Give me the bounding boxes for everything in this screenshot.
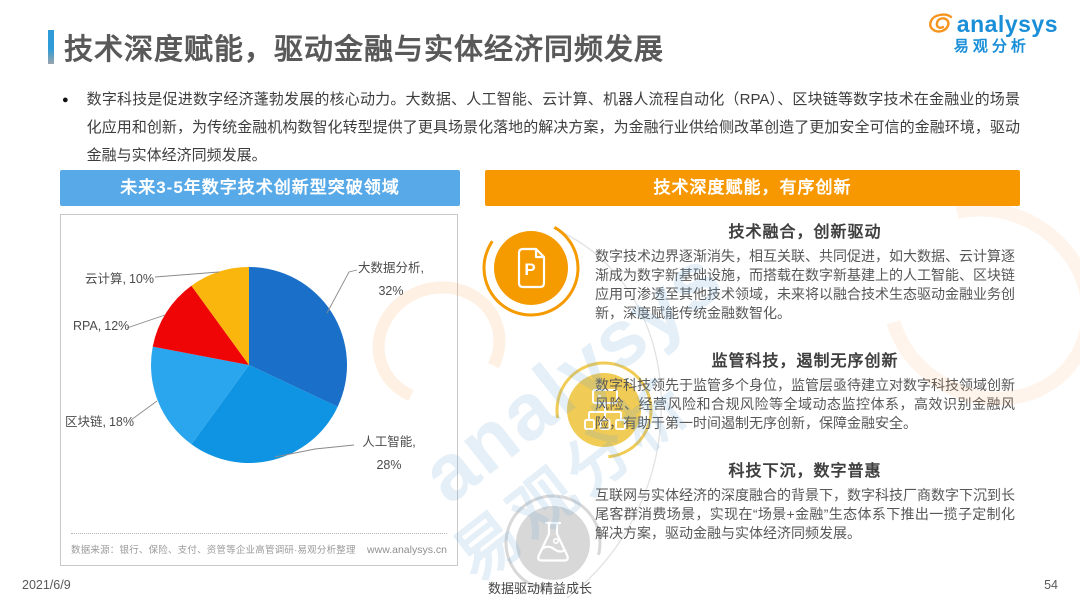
section-body: 数字科技领先于监管多个身位，监管层亟待建立对数字科技领域创新风险、经营风险和合规…: [595, 377, 1015, 431]
data-source: 数据来源：银行、保险、支付、资管等企业高管调研·易观分析整理: [71, 545, 356, 556]
pie-label-value: 12%: [104, 319, 130, 333]
pie-label-name: 大数据分析,: [358, 261, 424, 275]
document-p-icon: P: [482, 219, 580, 317]
logo-brand-cn: 易观分析: [953, 38, 1030, 55]
pie-label-name: RPA,: [73, 319, 102, 333]
pie-chart: [126, 267, 358, 463]
footer-date: 2021/6/9: [22, 578, 71, 592]
pie-label-value: 32%: [378, 284, 404, 298]
section-body: 互联网与实体经济的深度融合的背景下，数字科技厂商数字下沉到长尾客群消费场景，实现…: [595, 487, 1015, 541]
pie-label-name: 区块链,: [65, 415, 106, 429]
bullet-icon: ●: [62, 94, 69, 106]
pie-slice-云计算: [191, 267, 249, 365]
pie-slice-RPA: [152, 285, 249, 365]
pie-chart-card: 大数据分析, 32% 人工智能, 28% 区块链, 18% RPA, 12% 云计算, 1…: [60, 214, 458, 566]
svg-text:P: P: [524, 260, 535, 279]
pie-slice-大数据分析: [249, 267, 347, 407]
pie-label-value: 28%: [376, 458, 402, 472]
intro-paragraph: ● 数字科技是促进数字经济蓬勃发展的核心动力。大数据、人工智能、云计算、机器人流…: [62, 86, 1020, 170]
right-panel: 技术深度赋能，有序创新 P: [482, 170, 1020, 599]
flask-icon: [504, 494, 602, 592]
section-tech-inclusion: 科技下沉，数字普惠 互联网与实体经济的深度融合的背景下，数字科技厂商数字下沉到长…: [595, 457, 1015, 543]
chart-source-row: 数据来源：银行、保险、支付、资管等企业高管调研·易观分析整理 www.analy…: [71, 533, 447, 556]
pie-label-ai: 人工智能, 28%: [353, 431, 425, 477]
sitemap-icon: [555, 361, 653, 459]
pie-label-cloud: 云计算, 10%: [85, 268, 154, 287]
connector-arc: [552, 227, 663, 599]
pie-leader-lines: [126, 269, 358, 458]
intro-text: 数字科技是促进数字经济蓬勃发展的核心动力。大数据、人工智能、云计算、机器人流程自…: [86, 91, 1020, 164]
slide-footer: 2021/6/9 数据驱动精益成长 54: [0, 578, 1080, 596]
section-title: 监管科技，遏制无序创新: [711, 353, 899, 370]
logo-swirl-icon: [928, 13, 952, 33]
page-number: 54: [1044, 578, 1058, 592]
website-link[interactable]: www.analysys.cn: [367, 544, 447, 556]
section-body: 数字技术边界逐渐消失，相互关联、共同促进，如大数据、云计算逐渐成为数字新基础设施…: [595, 248, 1015, 321]
footer-slogan: 数据驱动精益成长: [487, 581, 592, 596]
pie-label-value: 18%: [108, 415, 135, 429]
section-tech-fusion: 技术融合，创新驱动 数字技术边界逐渐消失，相互关联、共同促进，如大数据、云计算逐…: [595, 218, 1015, 323]
pie-label-name: 云计算,: [85, 272, 126, 286]
left-panel: 未来3-5年数字技术创新型突破领域 大数据分析, 32% 人工智能, 28% 区: [60, 170, 460, 566]
pie-label-name: 人工智能,: [362, 435, 416, 449]
logo-brand-en: analysys: [956, 10, 1058, 37]
pie-label-value: 10%: [128, 272, 155, 286]
pie-slice-区块链: [151, 346, 249, 445]
pie-label-rpa: RPA, 12%: [73, 319, 129, 333]
section-regtech: 监管科技，遏制无序创新 数字科技领先于监管多个身位，监管层亟待建立对数字科技领域…: [595, 347, 1015, 433]
insight-sections: 技术融合，创新驱动 数字技术边界逐渐消失，相互关联、共同促进，如大数据、云计算逐…: [595, 218, 1015, 567]
title-accent-bar: [48, 30, 54, 64]
pie-label-big-data: 大数据分析, 32%: [349, 257, 433, 303]
section-title: 科技下沉，数字普惠: [728, 463, 882, 480]
left-panel-header: 未来3-5年数字技术创新型突破领域: [60, 170, 460, 206]
analysys-logo: analysys 易观分析: [926, 12, 1058, 54]
right-panel-header: 技术深度赋能，有序创新: [485, 170, 1020, 206]
pie-label-blockchain: 区块链, 18%: [65, 411, 134, 430]
section-title: 技术融合，创新驱动: [728, 224, 882, 241]
page-title: 技术深度赋能，驱动金融与实体经济同频发展: [64, 34, 665, 66]
pie-slice-人工智能: [191, 365, 338, 463]
